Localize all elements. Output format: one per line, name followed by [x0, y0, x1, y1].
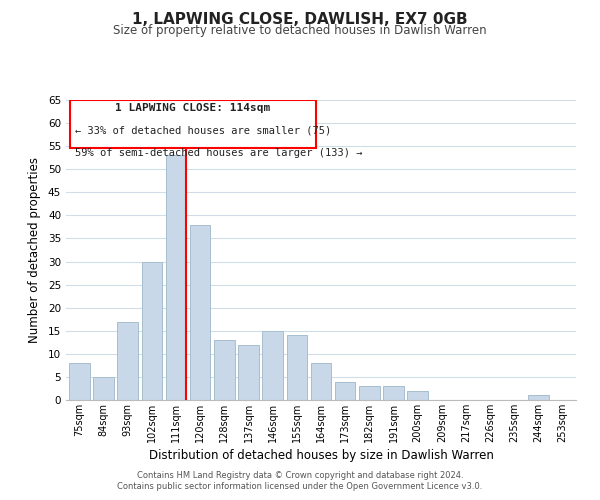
- Bar: [311, 363, 331, 400]
- Bar: [214, 340, 235, 400]
- Bar: [528, 396, 549, 400]
- Text: 1 LAPWING CLOSE: 114sqm: 1 LAPWING CLOSE: 114sqm: [115, 103, 271, 113]
- Bar: [190, 224, 211, 400]
- FancyBboxPatch shape: [70, 100, 316, 148]
- Bar: [69, 363, 89, 400]
- Bar: [383, 386, 404, 400]
- Text: 59% of semi-detached houses are larger (133) →: 59% of semi-detached houses are larger (…: [75, 148, 362, 158]
- Bar: [407, 391, 428, 400]
- Bar: [118, 322, 138, 400]
- Text: Contains HM Land Registry data © Crown copyright and database right 2024.: Contains HM Land Registry data © Crown c…: [137, 471, 463, 480]
- Bar: [335, 382, 355, 400]
- Text: ← 33% of detached houses are smaller (75): ← 33% of detached houses are smaller (75…: [75, 126, 331, 136]
- Bar: [359, 386, 380, 400]
- Bar: [93, 377, 114, 400]
- Text: Contains public sector information licensed under the Open Government Licence v3: Contains public sector information licen…: [118, 482, 482, 491]
- Bar: [238, 344, 259, 400]
- Bar: [142, 262, 162, 400]
- Bar: [262, 331, 283, 400]
- Y-axis label: Number of detached properties: Number of detached properties: [28, 157, 41, 343]
- Bar: [166, 156, 186, 400]
- Text: 1, LAPWING CLOSE, DAWLISH, EX7 0GB: 1, LAPWING CLOSE, DAWLISH, EX7 0GB: [132, 12, 468, 28]
- Text: Size of property relative to detached houses in Dawlish Warren: Size of property relative to detached ho…: [113, 24, 487, 37]
- X-axis label: Distribution of detached houses by size in Dawlish Warren: Distribution of detached houses by size …: [149, 449, 493, 462]
- Bar: [287, 336, 307, 400]
